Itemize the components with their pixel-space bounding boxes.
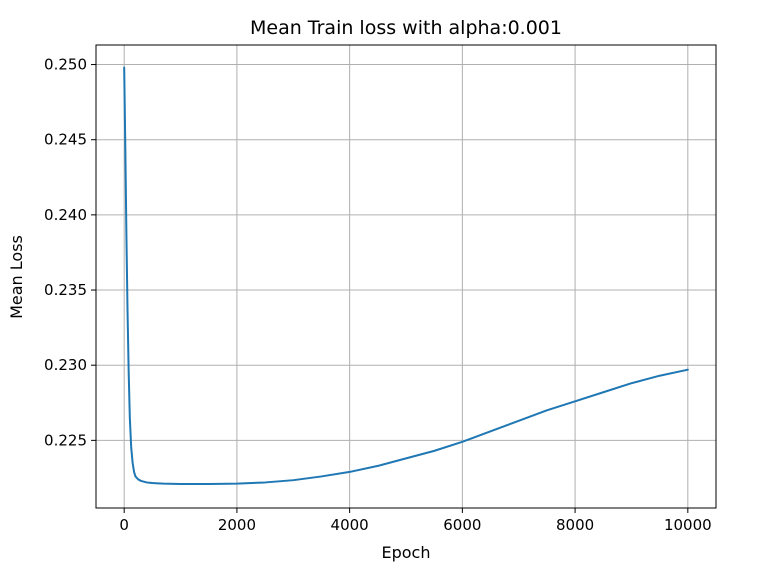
series-layer xyxy=(123,66,689,485)
ticks-layer: 0 2000 4000 6000 8000 10000 0.225 0.230 0.235 0.2… xyxy=(44,56,712,534)
y-axis-label: Mean Loss xyxy=(7,235,26,319)
y-tick-label: 0.240 xyxy=(44,206,87,224)
x-tick-label: 6000 xyxy=(443,516,481,534)
y-tick-label: 0.250 xyxy=(44,56,87,74)
plot-frame xyxy=(95,44,717,509)
y-tick-label: 0.225 xyxy=(44,431,87,449)
y-tick-label: 0.235 xyxy=(44,281,87,299)
x-tick-label: 8000 xyxy=(556,516,594,534)
y-tick-label: 0.245 xyxy=(44,131,87,149)
loss-series-line xyxy=(123,66,689,485)
x-tick-label: 2000 xyxy=(218,516,256,534)
grid-layer xyxy=(96,45,716,508)
x-tick-label: 10000 xyxy=(664,516,712,534)
x-axis-label: Epoch xyxy=(382,543,431,562)
x-tick-label: 4000 xyxy=(331,516,369,534)
y-tick-label: 0.230 xyxy=(44,356,87,374)
chart-title: Mean Train loss with alpha:0.001 xyxy=(250,17,562,39)
x-tick-label: 0 xyxy=(119,516,129,534)
